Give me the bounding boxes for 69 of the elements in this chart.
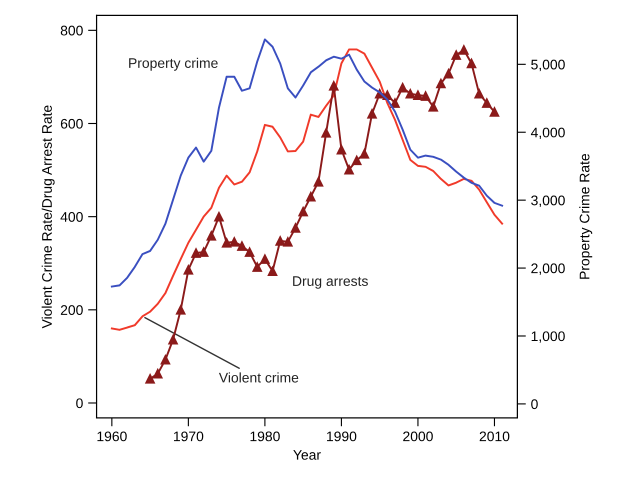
point (405, 88, 416, 99)
y2-tick-label: 2,000 (531, 263, 565, 275)
point (336, 144, 346, 154)
text: Violent crime (218, 372, 298, 383)
point (298, 206, 308, 216)
y-tick-label: 800 (60, 26, 83, 36)
y-tick-label: 400 (60, 212, 83, 222)
point (482, 98, 492, 108)
point (321, 128, 331, 138)
point (458, 45, 469, 55)
y2-tick-label: 3,000 (531, 195, 565, 207)
point (398, 82, 408, 92)
y-tick-label: 600 (60, 118, 83, 129)
x-tick-label: 2010 (480, 431, 510, 442)
x-tick-label: 1960 (97, 431, 127, 442)
point (268, 266, 278, 276)
series-label: Property crime (129, 58, 218, 71)
point (466, 58, 476, 68)
point (145, 374, 155, 384)
point (168, 334, 178, 344)
line-series (110, 38, 504, 288)
series-label: Drug arrests (293, 276, 368, 289)
point (352, 155, 362, 166)
point (237, 241, 247, 251)
x-tick-label: 1970 (174, 431, 204, 442)
point (490, 106, 500, 117)
point (314, 176, 324, 187)
point (436, 78, 446, 88)
point (444, 68, 454, 79)
y2-tick-label: 1,000 (532, 331, 565, 343)
point (282, 236, 293, 247)
line-series (110, 48, 504, 331)
point (420, 91, 430, 101)
y2-axis-title: Property Crime Rate (579, 154, 592, 279)
point (367, 108, 377, 119)
point (160, 354, 170, 365)
x-tick-label: 2000 (403, 431, 433, 442)
y2-tick-label: 4,000 (530, 128, 565, 140)
point (390, 98, 400, 108)
point (222, 238, 232, 248)
point (344, 164, 354, 174)
point (184, 264, 194, 275)
point (275, 236, 286, 246)
point (428, 102, 438, 112)
point (451, 50, 462, 60)
point (252, 262, 262, 272)
point (306, 192, 316, 202)
point (191, 248, 201, 258)
point (152, 368, 163, 378)
point (260, 254, 270, 264)
point (244, 247, 254, 257)
point (328, 80, 339, 91)
point (214, 212, 224, 222)
x-tick-label: 1980 (250, 431, 280, 442)
x-tick-label: 1990 (327, 431, 356, 442)
point (413, 90, 423, 100)
y-axis-title: Violent Crime Rate/Drug Arrest Rate (42, 105, 55, 328)
x-axis-title: Year (293, 450, 321, 460)
point (474, 88, 484, 99)
y-tick-label: 0 (76, 398, 83, 408)
point (206, 230, 216, 241)
point (198, 247, 209, 257)
y2-tick-label: 5,000 (531, 60, 565, 72)
point (176, 304, 186, 315)
point (290, 222, 300, 233)
point (229, 236, 240, 247)
y2-tick-label: 0 (531, 399, 538, 410)
y-tick-label: 200 (60, 305, 83, 315)
point (360, 148, 370, 159)
